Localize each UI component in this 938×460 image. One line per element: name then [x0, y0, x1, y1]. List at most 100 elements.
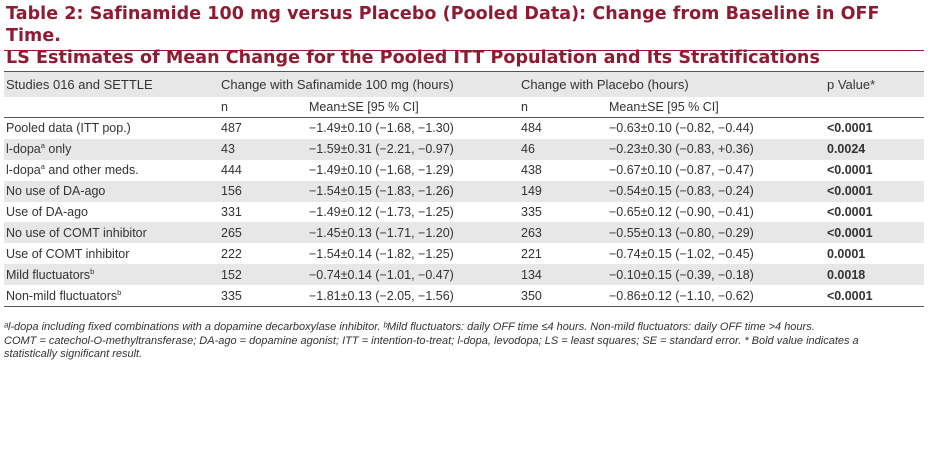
subheader-empty: [4, 97, 219, 118]
cell-n-safinamide: 152: [219, 264, 307, 286]
cell-mean-safinamide: −1.49±0.10 (−1.68, −1.30): [309, 121, 454, 136]
row-label-text: Use of COMT inhibitor: [6, 246, 130, 261]
cell-n-safinamide: 331: [221, 205, 242, 219]
cell-pvalue: 0.0001: [827, 246, 866, 261]
cell-mean-safinamide: −1.59±0.31 (−2.21, −0.97): [307, 138, 519, 160]
cell-pvalue: 0.0018: [825, 264, 924, 286]
subheader-n-safinamide: n: [219, 97, 307, 118]
cell-mean-placebo: −0.55±0.13 (−0.80, −0.29): [607, 222, 825, 244]
row-label-rest: only: [44, 142, 72, 157]
cell-n-placebo: 221: [521, 246, 542, 261]
cell-mean-safinamide: −1.49±0.12 (−1.73, −1.25): [309, 205, 454, 219]
row-label-superscript: b: [90, 266, 95, 276]
header-pvalue: p Value*: [825, 71, 924, 97]
cell-mean-safinamide: −1.54±0.14 (−1.82, −1.25): [309, 246, 454, 261]
results-table: Studies 016 and SETTLE Change with Safin…: [4, 71, 924, 308]
cell-pvalue: <0.0001: [827, 205, 873, 219]
cell-mean-safinamide: −1.81±0.13 (−2.05, −1.56): [307, 285, 519, 308]
cell-n-placebo: 484: [521, 121, 542, 136]
cell-n-placebo: 46: [519, 138, 607, 160]
footnote-line-1: ᵃl-dopa including fixed combinations wit…: [4, 321, 815, 333]
cell-mean-safinamide: −1.54±0.15 (−1.83, −1.26): [307, 180, 519, 202]
row-label-superscript: a: [40, 141, 45, 151]
cell-n-placebo: 335: [521, 205, 542, 219]
cell-mean-placebo: −0.65±0.12 (−0.90, −0.41): [609, 205, 754, 219]
row-label-rest: and other meds.: [44, 163, 139, 178]
cell-n-placebo: 134: [519, 264, 607, 286]
cell-mean-placebo: −0.86±0.12 (−1.10, −0.62): [607, 285, 825, 308]
row-label-text: l-dopa: [6, 163, 41, 178]
title-divider: [4, 50, 924, 51]
cell-mean-placebo: −0.67±0.10 (−0.87, −0.47): [609, 163, 754, 178]
row-label: Use of DA-ago: [4, 202, 219, 223]
cell-pvalue: <0.0001: [827, 121, 873, 136]
footnote-line-3: statistically significant result.: [4, 348, 143, 361]
cell-n-safinamide: 335: [219, 285, 307, 308]
row-label: No use of DA-ago: [4, 180, 219, 202]
row-label: l-dopaa only: [4, 138, 219, 160]
table-row: No use of DA-ago 156 −1.54±0.15 (−1.83, −1…: [4, 180, 924, 202]
table-row: l-dopaa only 43 −1.59±0.31 (−2.21, −0.97) 4…: [4, 138, 924, 160]
row-label-superscript: a: [40, 162, 45, 172]
cell-n-safinamide: 487: [221, 121, 242, 136]
cell-n-placebo: 149: [519, 180, 607, 202]
subheader-n-placebo: n: [519, 97, 607, 118]
table-row: Use of COMT inhibitor 222 −1.54±0.14 (−1.8…: [4, 243, 924, 264]
cell-pvalue: <0.0001: [825, 180, 924, 202]
row-label-text: No use of DA-ago: [6, 184, 106, 199]
cell-pvalue: <0.0001: [825, 285, 924, 308]
table-row: Pooled data (ITT pop.) 487 −1.49±0.10 (−1.…: [4, 118, 924, 139]
header-placebo: Change with Placebo (hours): [519, 71, 825, 97]
cell-n-placebo: 438: [521, 163, 542, 178]
row-label: Non-mild fluctuatorsb: [4, 285, 219, 308]
cell-mean-placebo: −0.54±0.15 (−0.83, −0.24): [607, 180, 825, 202]
table-row: Mild fluctuatorsb 152 −0.74±0.14 (−1.01, −…: [4, 264, 924, 286]
table-title: Table 2: Safinamide 100 mg versus Placeb…: [6, 3, 932, 69]
cell-pvalue: 0.0024: [825, 138, 924, 160]
cell-n-safinamide: 156: [219, 180, 307, 202]
cell-n-placebo: 350: [519, 285, 607, 308]
cell-n-safinamide: 43: [219, 138, 307, 160]
cell-pvalue: <0.0001: [825, 222, 924, 244]
results-table-container: Studies 016 and SETTLE Change with Safin…: [4, 71, 924, 308]
table-footnote: ᵃl-dopa including fixed combinations wit…: [4, 321, 924, 362]
cell-mean-safinamide: −0.74±0.14 (−1.01, −0.47): [307, 264, 519, 286]
cell-mean-safinamide: −1.45±0.13 (−1.71, −1.20): [307, 222, 519, 244]
subheader-mean-placebo: Mean±SE [95 % CI]: [607, 97, 825, 118]
row-label-text: l-dopa: [6, 142, 41, 157]
cell-mean-safinamide: −1.49±0.10 (−1.68, −1.29): [309, 163, 454, 178]
row-label-text: Pooled data (ITT pop.): [6, 121, 131, 136]
cell-mean-placebo: −0.74±0.15 (−1.02, −0.45): [609, 246, 754, 261]
row-label-text: Mild fluctuators: [6, 267, 91, 282]
table-title-line-1: Table 2: Safinamide 100 mg versus Placeb…: [6, 4, 880, 46]
row-label-text: No use of COMT inhibitor: [6, 225, 147, 240]
cell-n-placebo: 263: [519, 222, 607, 244]
header-safinamide: Change with Safinamide 100 mg (hours): [219, 71, 519, 97]
subheader-mean-safinamide: Mean±SE [95 % CI]: [307, 97, 519, 118]
table-body: Pooled data (ITT pop.) 487 −1.49±0.10 (−1.…: [4, 118, 924, 308]
row-label: Pooled data (ITT pop.): [4, 118, 219, 139]
subheader-empty-p: [825, 97, 924, 118]
cell-mean-placebo: −0.23±0.30 (−0.83, +0.36): [607, 138, 825, 160]
row-label: Use of COMT inhibitor: [4, 243, 219, 264]
row-label-text: Non-mild fluctuators: [6, 288, 118, 303]
cell-pvalue: <0.0001: [827, 163, 873, 178]
row-label: No use of COMT inhibitor: [4, 222, 219, 244]
cell-mean-placebo: −0.10±0.15 (−0.39, −0.18): [607, 264, 825, 286]
cell-n-safinamide: 222: [221, 246, 242, 261]
row-label: Mild fluctuatorsb: [4, 264, 219, 286]
subheader-row: n Mean±SE [95 % CI] n Mean±SE [95 % CI]: [4, 97, 924, 118]
footnote-line-2: COMT = catechol-O-methyltransferase; DA-…: [4, 334, 859, 347]
table-title-line-2: LS Estimates of Mean Change for the Pool…: [6, 48, 820, 68]
header-row: Studies 016 and SETTLE Change with Safin…: [4, 71, 924, 97]
cell-n-safinamide: 265: [219, 222, 307, 244]
table-row: l-dopaa and other meds. 444 −1.49±0.10 (−1…: [4, 160, 924, 181]
row-label-text: Use of DA-ago: [6, 205, 88, 219]
cell-mean-placebo: −0.63±0.10 (−0.82, −0.44): [609, 121, 754, 136]
row-label-superscript: b: [117, 287, 122, 297]
header-study: Studies 016 and SETTLE: [4, 71, 219, 97]
table-row: Use of DA-ago 331 −1.49±0.12 (−1.73, −1.25…: [4, 202, 924, 223]
table-row: Non-mild fluctuatorsb 335 −1.81±0.13 (−2.0…: [4, 285, 924, 308]
table-row: No use of COMT inhibitor 265 −1.45±0.13 (−…: [4, 222, 924, 244]
cell-n-safinamide: 444: [221, 163, 242, 178]
